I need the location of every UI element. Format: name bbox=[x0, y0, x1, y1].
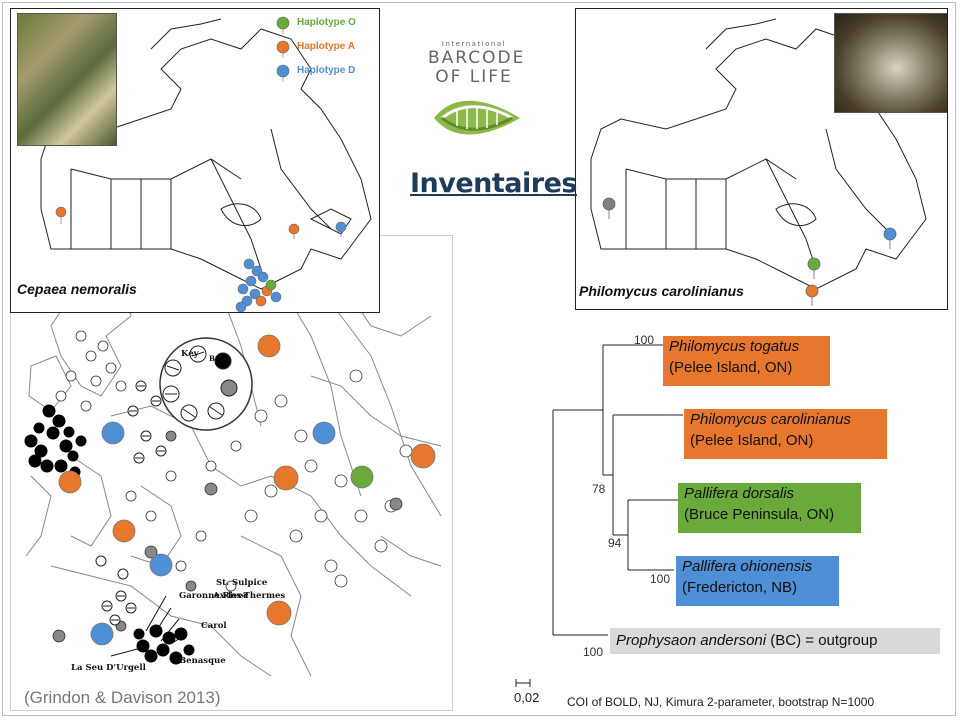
bootstrap-label: 100 bbox=[650, 572, 671, 586]
taxon-species: Philomycus togatus bbox=[669, 338, 800, 355]
taxon-locality: (Pelee Island, ON) bbox=[690, 432, 814, 449]
place-ax-les-thermes: Ax-les-Thermes bbox=[213, 591, 286, 601]
taxon-species: Prophysaon andersoni bbox=[616, 632, 767, 649]
legend-haplotype-a: Haplotype A bbox=[297, 41, 355, 52]
canada-outline-right bbox=[590, 18, 927, 306]
taxon-locality: (BC) = outgroup bbox=[770, 632, 878, 649]
slide-title: Inventaires bbox=[410, 168, 577, 199]
logo-line-of-life: OF LIFE bbox=[435, 67, 513, 87]
logo-line-barcode: BARCODE bbox=[428, 48, 526, 68]
place-garonne-river: Garonne River bbox=[179, 591, 248, 601]
species-label-philomycus: Philomycus carolinianus bbox=[579, 283, 744, 299]
citation: (Grindon & Davison 2013) bbox=[24, 688, 221, 707]
scale-bar-label: 0,02 bbox=[514, 690, 540, 705]
bootstrap-label: 100 bbox=[634, 333, 655, 347]
taxon-locality: (Bruce Peninsula, ON) bbox=[684, 506, 835, 523]
place-st-sulpice: St. Sulpice bbox=[216, 578, 268, 588]
place-la-seu-durgell: La Seu D'Urgell bbox=[71, 663, 146, 673]
cepaea-snails-photo bbox=[17, 13, 117, 146]
taxon-species: Pallifera dorsalis bbox=[684, 485, 795, 502]
philomycus-slug-photo bbox=[834, 13, 947, 113]
bootstrap-label: 78 bbox=[592, 482, 606, 496]
canada-map-philomycus: Philomycus carolinianus bbox=[575, 8, 948, 310]
taxon-philomycus-togatus: Philomycus togatus (Pelee Island, ON) bbox=[663, 336, 830, 386]
taxon-pallifera-ohionensis: Pallifera ohionensis (Fredericton, NB) bbox=[676, 556, 839, 606]
taxon-species: Pallifera ohionensis bbox=[682, 558, 813, 575]
canada-map-cepaea: Haplotype O Haplotype A Haplotype D Cepa… bbox=[10, 8, 380, 313]
taxon-pallifera-dorsalis: Pallifera dorsalis (Bruce Peninsula, ON) bbox=[678, 483, 861, 533]
bootstrap-label: 100 bbox=[583, 645, 604, 659]
dna-leaf-icon bbox=[434, 100, 520, 135]
europe-haplotype-map: Key Garonne River St. Sulpice Ax-les-The… bbox=[10, 235, 453, 711]
canada-outline-left bbox=[40, 16, 372, 312]
tree-method-note: COI of BOLD, NJ, Kimura 2-parameter, boo… bbox=[567, 695, 875, 709]
taxon-locality: (Fredericton, NB) bbox=[682, 579, 798, 596]
taxon-philomycus-carolinianus: Philomycus carolinianus (Pelee Island, O… bbox=[684, 409, 887, 459]
phylogenetic-tree bbox=[552, 344, 683, 636]
key-label: Key bbox=[181, 349, 199, 359]
logo-line-international: International bbox=[441, 40, 507, 48]
legend-haplotype-d: Haplotype D bbox=[297, 65, 356, 76]
legend-haplotype-o: Haplotype O bbox=[297, 17, 356, 28]
bootstrap-label: 94 bbox=[608, 536, 622, 550]
place-benasque: Benasque bbox=[179, 656, 226, 666]
key-letter-b: B bbox=[209, 354, 215, 363]
taxon-prophysaon-andersoni: Prophysaon andersoni (BC) = outgroup bbox=[610, 628, 940, 654]
species-label-cepaea: Cepaea nemoralis bbox=[17, 281, 137, 297]
place-carol: Carol bbox=[201, 621, 227, 631]
scale-bar bbox=[515, 679, 531, 687]
taxon-species: Philomycus carolinianus bbox=[690, 411, 851, 428]
europe-map-drawing bbox=[24, 255, 442, 677]
taxon-locality: (Pelee Island, ON) bbox=[669, 359, 793, 376]
haplotype-key bbox=[159, 337, 253, 431]
